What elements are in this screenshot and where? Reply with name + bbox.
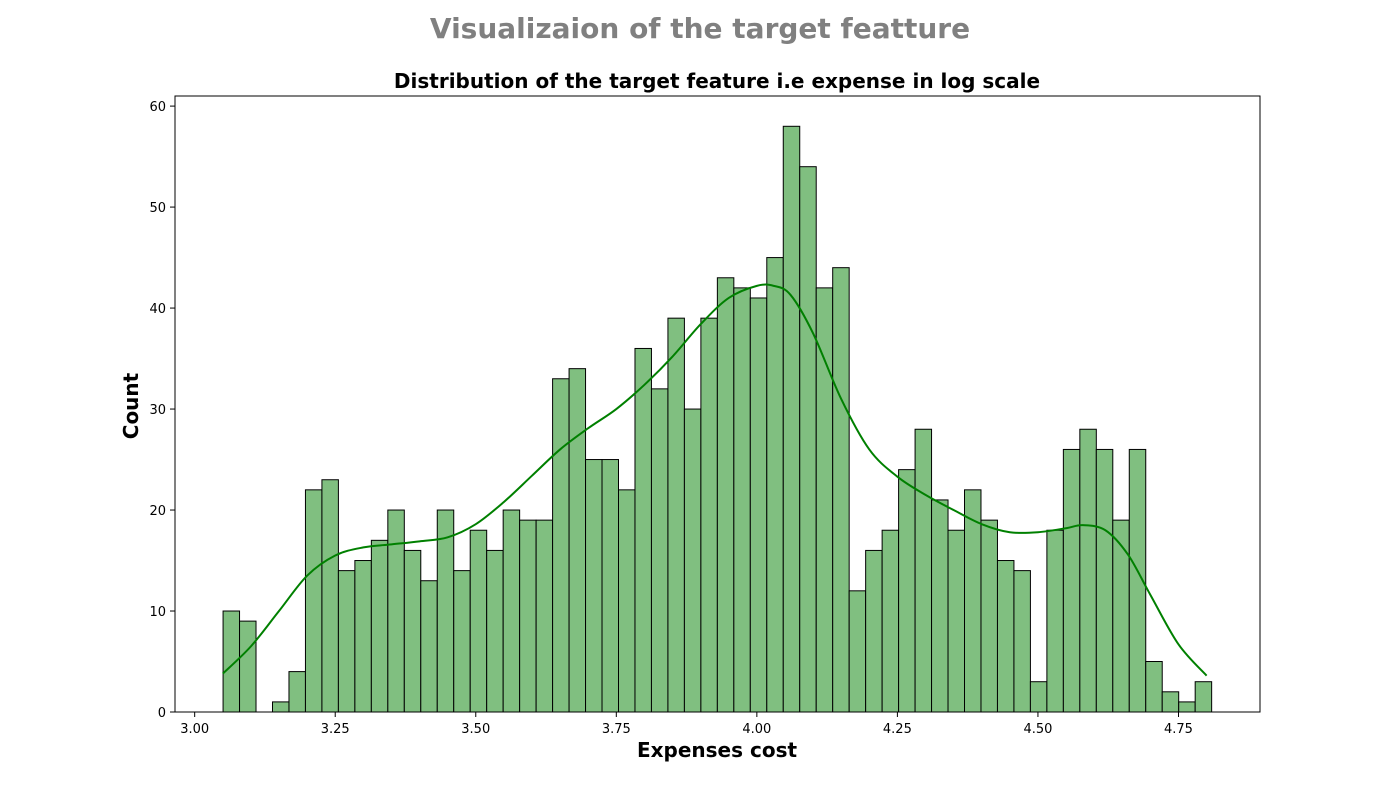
histogram-bar [1079, 428, 1097, 713]
histogram-bar [1194, 681, 1213, 713]
histogram-bar [667, 317, 685, 713]
histogram-bar [634, 347, 652, 713]
x-tick-label: 4.00 [742, 722, 771, 737]
histogram-bar [321, 479, 339, 713]
x-tick-label: 3.50 [461, 722, 490, 737]
histogram-bar [1095, 448, 1114, 713]
histogram-bar [304, 489, 323, 713]
histogram-bar [947, 529, 966, 713]
histogram-bar [716, 277, 735, 713]
histogram-bar [519, 519, 537, 713]
histogram-bar [370, 539, 389, 713]
x-tick-label: 3.75 [602, 722, 631, 737]
histogram-bar [799, 166, 817, 713]
plot-area [174, 95, 1261, 713]
histogram-bar [650, 388, 669, 713]
x-tick-label: 4.75 [1164, 722, 1193, 737]
histogram-bar [815, 287, 834, 713]
histogram-bar [453, 570, 471, 713]
histogram-bar [535, 519, 554, 713]
histogram-bar [782, 125, 801, 713]
kde-line [222, 283, 1208, 677]
histogram-bars [222, 125, 1213, 713]
histogram-bar [996, 560, 1015, 713]
histogram-bar [1046, 529, 1064, 713]
histogram-bar [618, 489, 636, 713]
histogram-bar [766, 257, 784, 713]
figure-suptitle: Visualizaion of the target featture [430, 12, 970, 45]
histogram-bar [552, 378, 570, 713]
histogram-bar [683, 408, 702, 713]
histogram-bar [733, 287, 751, 713]
histogram-bar [832, 267, 850, 713]
histogram-bar [354, 560, 372, 713]
histogram-bar [881, 529, 900, 713]
y-tick-label: 60 [149, 100, 166, 115]
chart-title: Distribution of the target feature i.e e… [394, 69, 1040, 93]
y-tick-label: 30 [149, 403, 166, 418]
histogram-bar [403, 549, 422, 713]
histogram-bar [1112, 519, 1130, 713]
histogram-bar [749, 297, 768, 713]
histogram-bar [271, 701, 290, 713]
histogram-bar [980, 519, 998, 713]
histogram-bar [585, 459, 603, 713]
histogram-bar [486, 549, 504, 713]
histogram-bar [1029, 681, 1048, 713]
histogram-bar [865, 549, 883, 713]
histogram-bar [1145, 661, 1163, 713]
x-tick-label: 4.50 [1023, 722, 1052, 737]
histogram-bar [914, 428, 933, 713]
histogram-bar [1161, 691, 1180, 713]
histogram-bar [568, 368, 587, 713]
histogram-bar [436, 509, 455, 713]
histogram-bar [601, 459, 620, 713]
y-tick-label: 10 [149, 605, 166, 620]
y-axis-ticks: 0 10 20 30 40 50 60 [149, 100, 175, 721]
x-axis-ticks: 3.00 3.25 3.50 3.75 4.00 4.25 4.50 4.75 [180, 712, 1193, 737]
y-tick-label: 40 [149, 302, 166, 317]
y-tick-label: 20 [149, 504, 166, 519]
histogram-bar [469, 529, 488, 713]
histogram-bar [700, 317, 718, 713]
histogram-bar [502, 509, 521, 713]
histogram-bar [898, 469, 916, 713]
histogram-bar [420, 580, 438, 713]
histogram-bar [387, 509, 405, 713]
x-tick-label: 4.25 [883, 722, 912, 737]
x-axis-label: Expenses cost [637, 738, 798, 762]
y-axis-label: Count [119, 372, 143, 439]
histogram-bar [1178, 701, 1196, 713]
plot-frame [174, 95, 1261, 713]
y-tick-label: 50 [149, 201, 166, 216]
x-tick-label: 3.25 [321, 722, 350, 737]
histogram-bar [288, 671, 306, 713]
x-tick-label: 3.00 [180, 722, 209, 737]
histogram-bar [931, 499, 949, 713]
histogram-bar [1013, 570, 1031, 713]
histogram-bar [1062, 448, 1081, 713]
histogram-bar [848, 590, 867, 713]
y-tick-label: 0 [158, 706, 166, 721]
histogram-bar [337, 570, 356, 713]
histogram-bar [239, 620, 257, 713]
